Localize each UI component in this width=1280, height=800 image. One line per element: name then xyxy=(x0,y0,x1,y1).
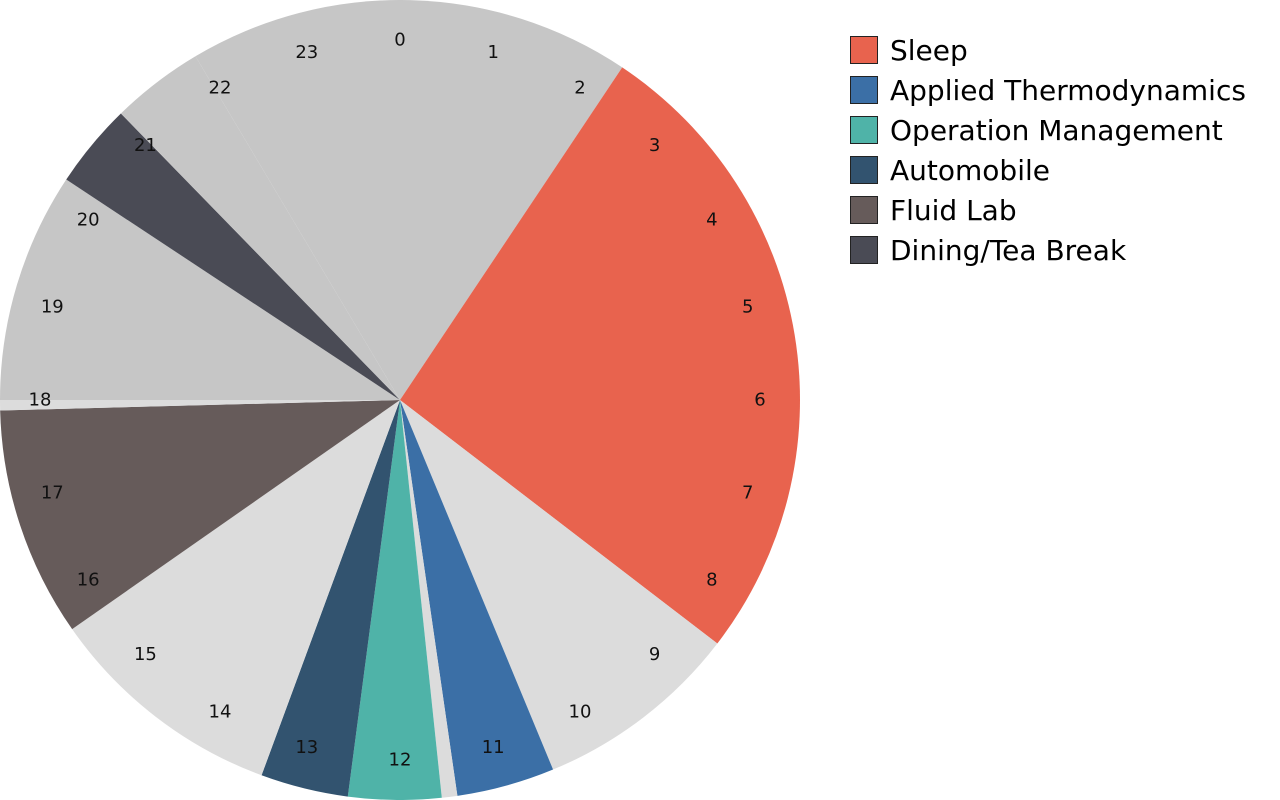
legend-swatch xyxy=(850,36,878,64)
hour-label-3: 3 xyxy=(649,135,660,156)
pie-slice-fluid-lab-8 xyxy=(0,400,400,630)
legend-item: Sleep xyxy=(850,30,1246,70)
hour-label-8: 8 xyxy=(706,570,717,591)
legend-item: Dining/Tea Break xyxy=(850,230,1246,270)
pie-slice-applied-thermodynamics-3 xyxy=(400,400,554,796)
legend-item: Automobile xyxy=(850,150,1246,190)
hour-label-13: 13 xyxy=(295,737,318,758)
pie-slices xyxy=(0,0,800,800)
hour-label-9: 9 xyxy=(649,644,660,665)
pie-slice-free-time-4 xyxy=(400,400,458,798)
hour-label-18: 18 xyxy=(29,390,52,411)
pie-slice-operation-management-5 xyxy=(347,400,442,800)
hour-label-6: 6 xyxy=(754,390,765,411)
pie-slice-free-time-7 xyxy=(72,400,400,776)
hour-label-4: 4 xyxy=(706,210,717,231)
hour-label-1: 1 xyxy=(487,42,498,63)
legend-swatch xyxy=(850,76,878,104)
legend-label: Applied Thermodynamics xyxy=(890,73,1246,107)
legend-label: Automobile xyxy=(890,153,1050,187)
pie-slice-free-time-0 xyxy=(195,0,623,400)
hour-label-23: 23 xyxy=(295,42,318,63)
legend-label: Dining/Tea Break xyxy=(890,233,1127,267)
hour-label-20: 20 xyxy=(77,210,100,231)
hour-label-16: 16 xyxy=(77,570,100,591)
pie-slice-free-time-2 xyxy=(400,400,718,770)
hour-label-14: 14 xyxy=(209,701,232,722)
pie-slice-dining-tea-break-11 xyxy=(66,113,400,400)
legend-item: Applied Thermodynamics xyxy=(850,70,1246,110)
hour-label-22: 22 xyxy=(209,78,232,99)
pie-slice-sleep-1 xyxy=(400,67,800,644)
hour-label-19: 19 xyxy=(41,296,64,317)
hour-label-12: 12 xyxy=(389,750,412,771)
legend-label: Fluid Lab xyxy=(890,193,1017,227)
legend-swatch xyxy=(850,156,878,184)
legend: Sleep Applied Thermodynamics Operation Man… xyxy=(850,30,1246,270)
hour-label-0: 0 xyxy=(394,30,405,51)
hour-label-21: 21 xyxy=(134,135,157,156)
legend-swatch xyxy=(850,116,878,144)
pie-slice-automobile-6 xyxy=(261,400,400,797)
pie-slice-free-time-9 xyxy=(0,400,400,411)
legend-swatch xyxy=(850,236,878,264)
hour-label-11: 11 xyxy=(482,737,505,758)
hour-label-5: 5 xyxy=(742,296,753,317)
legend-item: Operation Management xyxy=(850,110,1246,150)
hour-label-17: 17 xyxy=(41,483,64,504)
legend-label: Sleep xyxy=(890,33,968,67)
legend-swatch xyxy=(850,196,878,224)
hour-label-7: 7 xyxy=(742,483,753,504)
pie-slice-free-time-12 xyxy=(120,56,400,401)
hour-label-10: 10 xyxy=(569,701,592,722)
legend-label: Operation Management xyxy=(890,113,1223,147)
pie-slice-free-time-10 xyxy=(0,179,400,400)
hour-label-15: 15 xyxy=(134,644,157,665)
hour-label-2: 2 xyxy=(574,78,585,99)
legend-item: Fluid Lab xyxy=(850,190,1246,230)
